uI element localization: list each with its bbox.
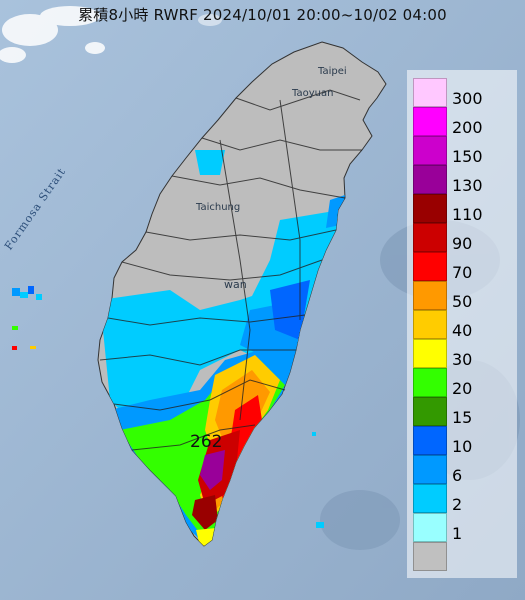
place-label-taichung: Taichung	[196, 202, 241, 213]
legend-label: 200	[452, 117, 483, 137]
legend-label: 10	[452, 436, 473, 456]
place-label-taipei: Taipei	[318, 66, 347, 77]
legend-swatch	[413, 513, 447, 542]
legend-label: 50	[452, 291, 473, 311]
legend-swatch	[413, 281, 447, 310]
legend-swatch	[413, 194, 447, 223]
place-label-taoyuan: Taoyuan	[292, 88, 334, 99]
legend-swatch	[413, 310, 447, 339]
legend-swatch	[413, 165, 447, 194]
cloud-texture	[0, 6, 222, 63]
legend-swatch	[413, 339, 447, 368]
legend-swatch	[413, 426, 447, 455]
legend-swatch	[413, 455, 447, 484]
legend-label: 90	[452, 233, 473, 253]
legend-swatch	[413, 78, 447, 107]
legend-swatch	[413, 368, 447, 397]
legend-label: 40	[452, 320, 473, 340]
legend-swatch	[413, 252, 447, 281]
legend-label: 130	[452, 175, 483, 195]
legend-label: 30	[452, 349, 473, 369]
legend-label: 150	[452, 146, 483, 166]
legend-label: 70	[452, 262, 473, 282]
legend-label: 6	[452, 465, 463, 485]
legend-swatch	[413, 542, 447, 571]
legend-label: 15	[452, 407, 473, 427]
legend-label: 1	[452, 523, 463, 543]
map-title: 累積8小時 RWRF 2024/10/01 20:00~10/02 04:00	[78, 6, 447, 24]
legend-label: 20	[452, 378, 473, 398]
county-boundaries	[99, 89, 362, 451]
legend-swatch	[413, 397, 447, 426]
color-legend	[413, 78, 447, 571]
legend-label: 2	[452, 494, 463, 514]
legend-swatch	[413, 136, 447, 165]
max-value-label: 262	[190, 432, 223, 452]
legend-label: 300	[452, 88, 483, 108]
legend-swatch	[413, 107, 447, 136]
place-label-taiwan: wan	[224, 278, 247, 291]
legend-swatch	[413, 484, 447, 513]
legend-label: 110	[452, 204, 483, 224]
legend-swatch	[413, 223, 447, 252]
offshore-islands	[12, 286, 324, 528]
